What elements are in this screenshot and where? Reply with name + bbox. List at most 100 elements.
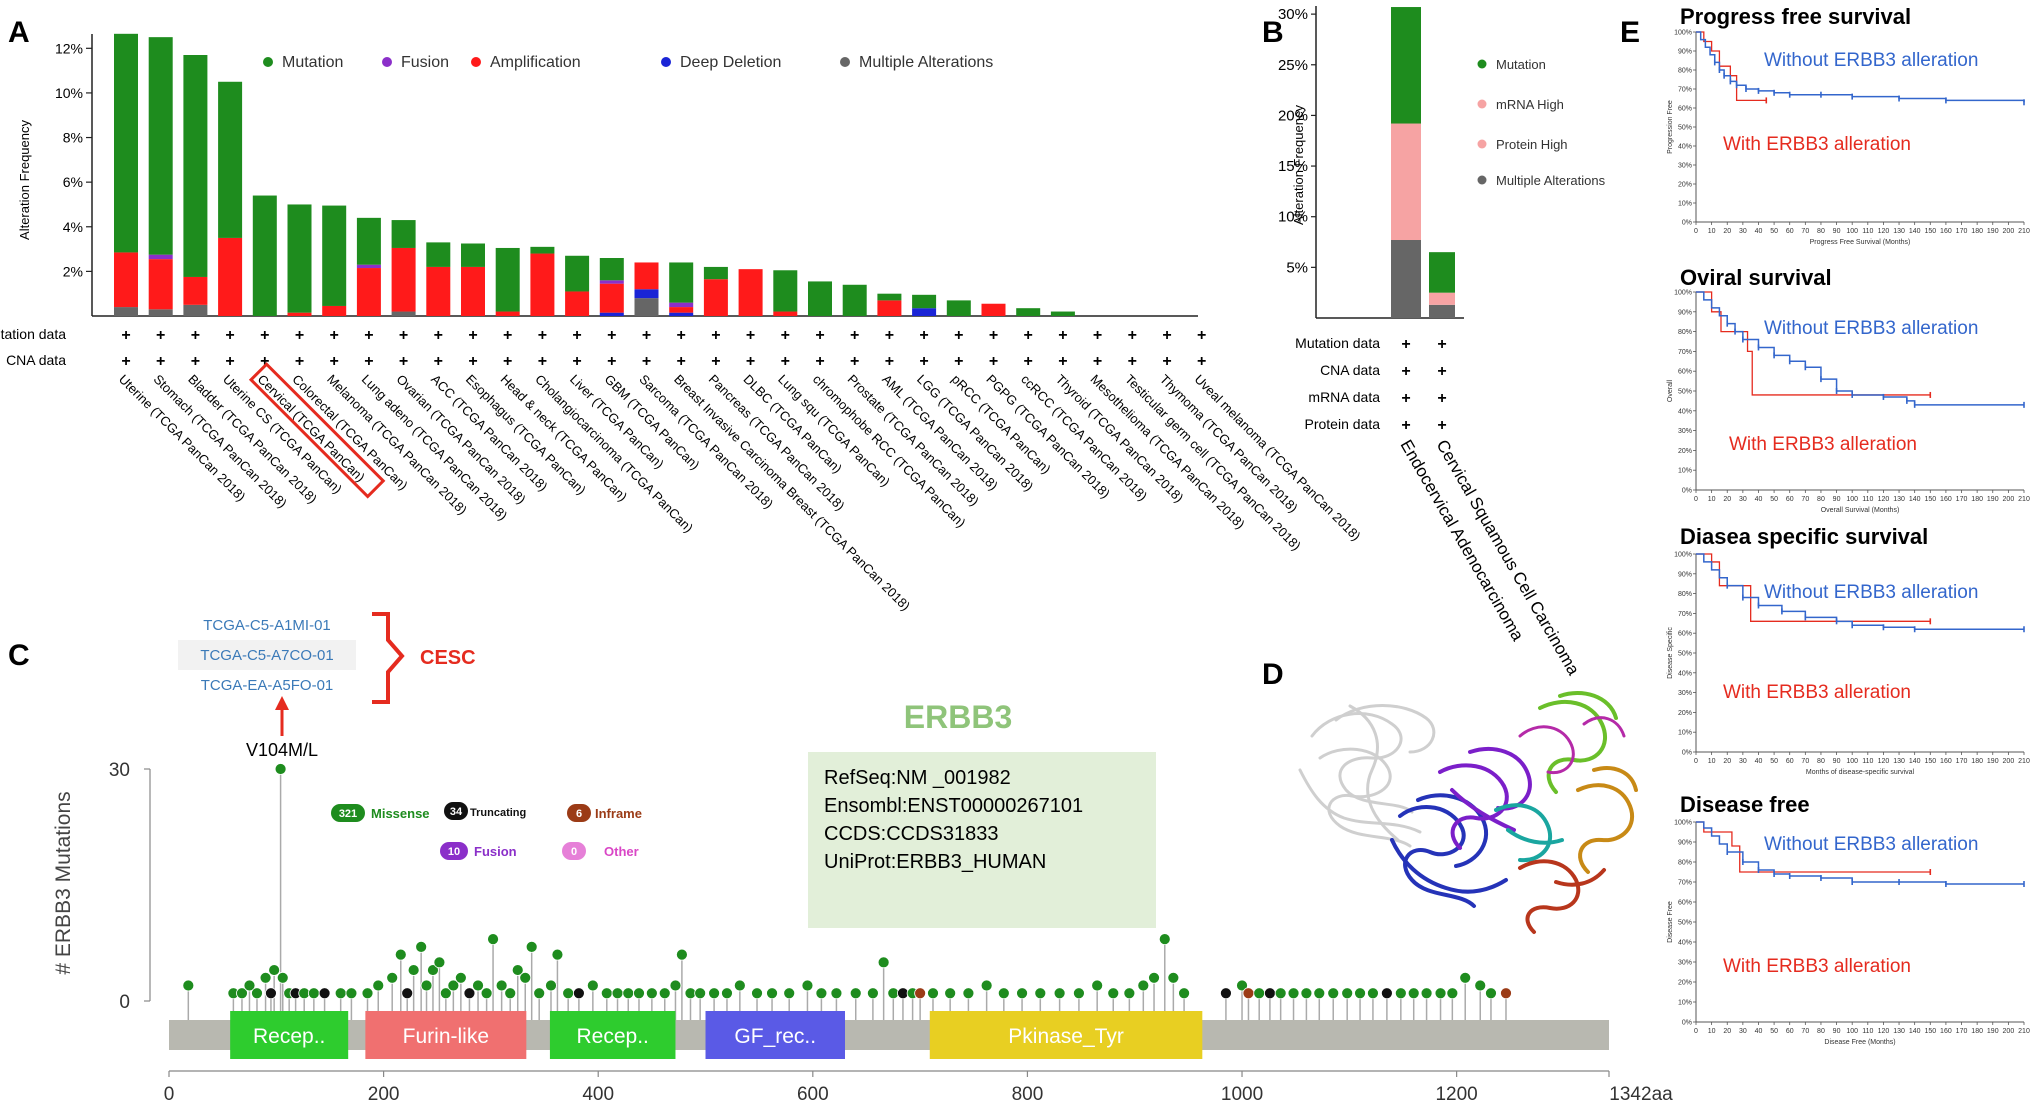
panel-b-ytick-label: 15% [1278,158,1308,175]
lollipop-head [867,987,879,1000]
bar-segment-mutation [252,195,277,316]
panel-b-track-mark: + [1437,363,1446,380]
survival-ytick-label: 100% [1674,820,1692,827]
panel-a-track-mark: + [746,327,755,344]
survival-ytick-label: 40% [1678,144,1692,151]
panel-a-track-mark: + [434,327,443,344]
bar-segment-fusion [599,280,624,284]
bar-segment-mrna-high [1391,123,1421,241]
panel-a-track-mark: + [850,353,859,370]
bar-segment-amplification [461,266,485,316]
lollipop-head [1446,987,1459,1000]
survival-xtick-label: 70 [1801,228,1809,235]
bar-segment-amplification [218,237,243,316]
panel-a-ytick-label: 10% [55,85,83,101]
panel-a-track-mark: + [989,327,998,344]
panel-c-xtick-end-label: 1342aa [1609,1084,1673,1105]
lollipop-head [766,987,778,1000]
panel-a-track-mark: + [572,353,581,370]
gene-uniprot: UniProt:ERBB3_HUMAN [824,851,1046,873]
panel-c-xtick-label: 400 [582,1084,614,1105]
survival-ytick-label: 100% [1674,290,1692,297]
panel-c-axes: 0 30 0 200 400 600 800 1000 1200 1342aa [109,760,1673,1105]
panel-a-track-mark: + [989,353,998,370]
lollipop-head [1107,987,1120,1000]
lollipop-head [415,940,428,953]
survival-xtick-label: 170 [1956,228,1968,235]
bar-segment-fusion [356,264,381,269]
lollipop-head [1420,987,1433,1000]
lollipop-head [182,979,195,992]
panel-a-track-mark: + [1058,353,1067,370]
panel-a-track-mark: + [121,353,130,370]
bar-segment-amplification [565,291,590,316]
lollipop-head [1264,987,1276,1000]
survival-ylabel: Progression Free [1667,100,1674,154]
survival-xtick-label: 110 [1862,758,1873,765]
lollipop-head [914,987,927,1000]
panel-c-legend-swatch [444,802,468,820]
survival-xtick-label: 20 [1723,228,1731,235]
panel-a-track-mark: + [1024,353,1033,370]
survival-xtick-label: 40 [1755,758,1763,765]
bar-segment-mutation [877,293,902,301]
domain-box [230,1011,349,1059]
panel-c-legend-label: Missense [371,806,430,821]
panel-a-track-label: Mutation data [0,326,66,342]
panel-b-track-mark: + [1401,363,1410,380]
lollipop-head [1354,987,1366,1000]
survival-xtick-label: 120 [1878,758,1890,765]
lollipop-head [1380,987,1393,1000]
lollipop-head [586,979,599,992]
panel-a-track-mark: + [1093,327,1102,344]
survival-xtick-label: 190 [1987,758,1999,765]
bar-segment-amplification [634,262,659,290]
bar-segment-amplification [148,259,173,310]
lollipop-head [495,979,508,992]
panel-b-legend-label: Protein High [1496,137,1568,152]
survival-xtick-label: 30 [1739,228,1747,235]
survival-curve-with [1696,553,1931,622]
bar-segment-multiple-alterations [391,311,416,316]
survival-label-with: With ERBB3 alleration [1723,134,1911,155]
lollipop-head [1073,987,1085,1000]
panel-a-track-mark: + [121,327,130,344]
lollipop-head [1137,979,1150,992]
survival-xtick-label: 80 [1817,1028,1825,1035]
bar-segment-amplification [183,276,208,305]
panel-a-track-mark: + [295,327,304,344]
bar-segment-mrna-high [1429,292,1455,305]
panel-b-ytick-label: 30% [1278,6,1308,23]
survival-xtick-label: 20 [1723,496,1731,503]
lollipop-head [980,979,993,992]
panel-a-track-mark: + [1093,353,1102,370]
lollipop-head [1341,987,1354,1000]
bar-segment-mutation [391,220,416,248]
panel-c-xtick-label: 200 [368,1084,400,1105]
survival-plot: Diasea specific survival 0% 10% 20% 30% 40% 50… [1667,524,2030,776]
survival-ytick-label: 80% [1678,329,1692,336]
lollipop-head [454,971,467,984]
bar-segment-mutation [946,300,971,316]
survival-ytick-label: 80% [1678,860,1692,867]
panel-a-track-mark: + [642,327,651,344]
bar-segment-deep-deletion [634,289,659,299]
bar-segment-mutation [322,205,347,306]
panel-a-track-mark: + [156,353,165,370]
bar-segment-amplification [114,252,138,308]
panel-c-legend-label: Other [604,844,639,859]
lollipop-head [251,987,263,1000]
survival-xtick-label: 160 [1940,1028,1952,1035]
survival-ytick-label: 60% [1678,631,1692,638]
survival-xtick-label: 190 [1987,228,1999,235]
panel-a-legend-label: Amplification [490,54,581,71]
panel-a-track-mark: + [225,353,234,370]
panel-a-track-mark: + [468,353,477,370]
survival-xtick-label: 180 [1971,758,1983,765]
panel-a-track-mark: + [260,353,269,370]
panel-c-legend-swatch [562,842,586,860]
bar-segment-amplification [877,300,902,316]
survival-xlabel: Progress Free Survival (Months) [1810,239,1911,246]
